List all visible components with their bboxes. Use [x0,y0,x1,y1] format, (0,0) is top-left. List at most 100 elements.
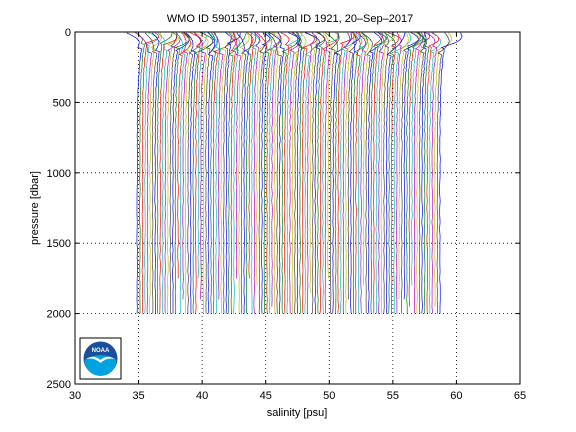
salinity-profile [247,32,254,279]
y-tick-label: 2500 [47,379,71,391]
salinity-profile [194,32,209,314]
salinity-profile [377,32,390,314]
salinity-profile [342,32,351,314]
salinity-profile [375,32,387,314]
x-tick-label: 45 [260,390,272,402]
salinity-profiles [126,32,463,314]
salinity-profile [398,32,409,300]
salinity-profile [220,32,234,314]
salinity-profile [213,32,224,300]
salinity-profile [390,32,400,314]
salinity-profile [207,32,215,314]
salinity-profile [256,32,276,286]
salinity-profile [380,32,396,314]
salinity-profile [317,32,326,314]
x-tick-label: 65 [514,390,526,402]
salinity-profile [194,32,206,300]
salinity-profile [267,32,283,314]
salinity-profile [157,32,168,314]
salinity-profile [223,32,232,314]
salinity-profile [180,32,193,314]
salinity-profile [159,32,178,314]
salinity-profile [164,32,181,314]
salinity-profile [387,32,402,314]
salinity-profile [228,32,247,314]
salinity-profile [268,32,285,314]
salinity-profile [413,32,424,314]
salinity-profile [352,32,361,314]
salinity-profile [417,32,430,314]
y-tick-label: 500 [53,97,71,109]
salinity-profile [185,32,196,314]
y-tick-label: 1500 [47,238,71,250]
salinity-profile [291,32,307,314]
salinity-profile [305,32,321,314]
salinity-profile [240,32,257,314]
salinity-profile [280,32,290,314]
salinity-profile [253,32,261,314]
x-tick-label: 55 [387,390,399,402]
x-tick-label: 50 [323,390,335,402]
x-tick-label: 40 [196,390,208,402]
salinity-profile [135,32,153,314]
salinity-profile [151,32,160,314]
salinity-profile [301,32,318,314]
salinity-profile [350,32,362,314]
salinity-profile [189,32,202,314]
salinity-profile [416,32,427,314]
salinity-profile [325,32,341,314]
grid-lines [75,32,520,384]
salinity-profile [434,32,453,307]
y-tick-label: 1000 [47,168,71,180]
salinity-profile [322,32,333,279]
y-tick-label: 2000 [47,309,71,321]
salinity-profile [429,32,442,314]
salinity-profile [212,32,236,314]
salinity-profile [225,32,242,279]
salinity-profile [144,32,158,314]
salinity-profile [175,32,186,314]
salinity-profile [436,32,450,314]
salinity-profile [197,32,207,279]
salinity-profile [367,32,383,314]
salinity-profile [347,32,358,300]
salinity-profile [286,32,303,314]
salinity-profile [401,32,421,314]
y-axis-label: pressure [dbar] [29,171,41,245]
salinity-profile [261,32,271,314]
salinity-profile [167,32,179,314]
y-axis-ticks: 0 500 1000 1500 2000 2500 [47,27,520,391]
salinity-profile [141,32,160,314]
salinity-profile [305,32,316,314]
salinity-profile [174,32,191,314]
salinity-profile [370,32,388,314]
x-tick-label: 30 [69,390,81,402]
salinity-profile [126,32,143,314]
salinity-profile [225,32,241,314]
salinity-profile [292,32,300,314]
salinity-profile [181,32,188,300]
salinity-profile [318,32,331,314]
salinity-profile [267,32,275,314]
salinity-profile [405,32,426,314]
salinity-profile [439,32,463,314]
salinity-profile [411,32,424,286]
x-tick-label: 60 [450,390,462,402]
salinity-profile [271,32,282,307]
salinity-profile [238,32,250,314]
salinity-profile [207,32,222,314]
chart-title: WMO ID 5901357, internal ID 1921, 20–Sep… [167,13,413,25]
salinity-profile [352,32,368,314]
salinity-profile [355,32,367,314]
noaa-logo: NOAA [79,337,122,380]
salinity-profile [200,32,214,314]
salinity-profile [172,32,190,314]
noaa-logo-text: NOAA [92,348,110,354]
salinity-profile [362,32,373,314]
salinity-profile [393,32,412,314]
salinity-profile [177,32,191,279]
salinity-profile [169,32,178,314]
salinity-profile [135,32,145,314]
salinity-profile [149,32,163,314]
